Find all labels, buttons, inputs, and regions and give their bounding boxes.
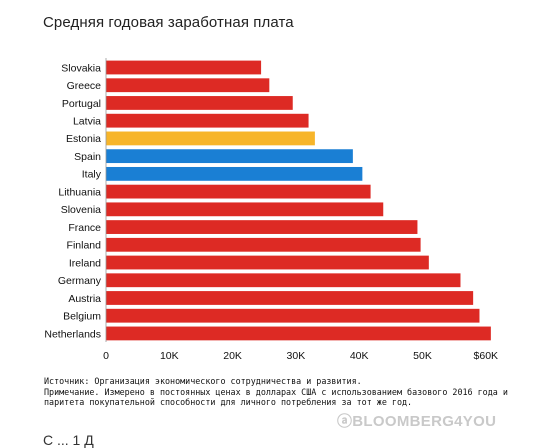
category-label-estonia: Estonia <box>66 133 101 145</box>
bar-germany <box>106 273 461 288</box>
category-label-spain: Spain <box>74 151 101 163</box>
bar-austria <box>106 291 474 305</box>
bar-latvia <box>106 113 309 128</box>
chart-title: Средняя годовая заработная плата <box>43 14 294 31</box>
bar-slovakia <box>106 60 262 75</box>
x-tick-label: $60K <box>474 350 499 362</box>
bar-slovenia <box>106 202 384 217</box>
x-tick-label: 10K <box>160 350 179 362</box>
watermark: ⓐBLOOMBERG4YOU <box>337 413 497 430</box>
cutoff-text: С ... 1 Д <box>43 432 94 448</box>
bar-france <box>106 220 418 234</box>
x-tick-label: 20K <box>223 350 242 362</box>
category-label-finland: Finland <box>67 240 102 252</box>
x-tick-label: 40K <box>350 350 369 362</box>
category-label-italy: Italy <box>82 169 102 181</box>
category-label-portugal: Portugal <box>62 98 101 110</box>
method-note: Примечание. Измерено в постоянных ценах … <box>44 386 508 408</box>
category-label-belgium: Belgium <box>63 311 101 323</box>
category-label-slovenia: Slovenia <box>61 204 101 216</box>
x-tick-label: 50K <box>413 350 432 362</box>
bar-estonia <box>106 131 315 146</box>
x-tick-label: 0 <box>103 350 109 362</box>
bar-finland <box>106 237 421 252</box>
bar-portugal <box>106 96 293 110</box>
category-label-france: France <box>68 222 101 234</box>
category-label-ireland: Ireland <box>69 257 101 269</box>
bar-spain <box>106 149 353 164</box>
category-label-germany: Germany <box>58 275 102 287</box>
category-label-greece: Greece <box>67 80 102 92</box>
source-note: Источник: Организация экономического сот… <box>44 376 362 386</box>
bar-belgium <box>106 308 480 323</box>
bar-italy <box>106 166 363 181</box>
bar-lithuania <box>106 184 371 199</box>
category-label-lithuania: Lithuania <box>58 186 101 198</box>
category-label-latvia: Latvia <box>73 115 101 127</box>
chart-notes: Источник: Организация экономического сот… <box>44 376 514 408</box>
bar-netherlands <box>106 326 491 341</box>
category-label-slovakia: Slovakia <box>61 62 101 74</box>
x-tick-label: 30K <box>287 350 306 362</box>
bar-ireland <box>106 255 429 270</box>
bar-chart: Slovakia Greece Portugal Latvia Estonia Spain… <box>44 58 499 362</box>
category-label-austria: Austria <box>68 293 101 305</box>
category-label-netherlands: Netherlands <box>44 328 101 340</box>
bar-greece <box>106 78 270 93</box>
